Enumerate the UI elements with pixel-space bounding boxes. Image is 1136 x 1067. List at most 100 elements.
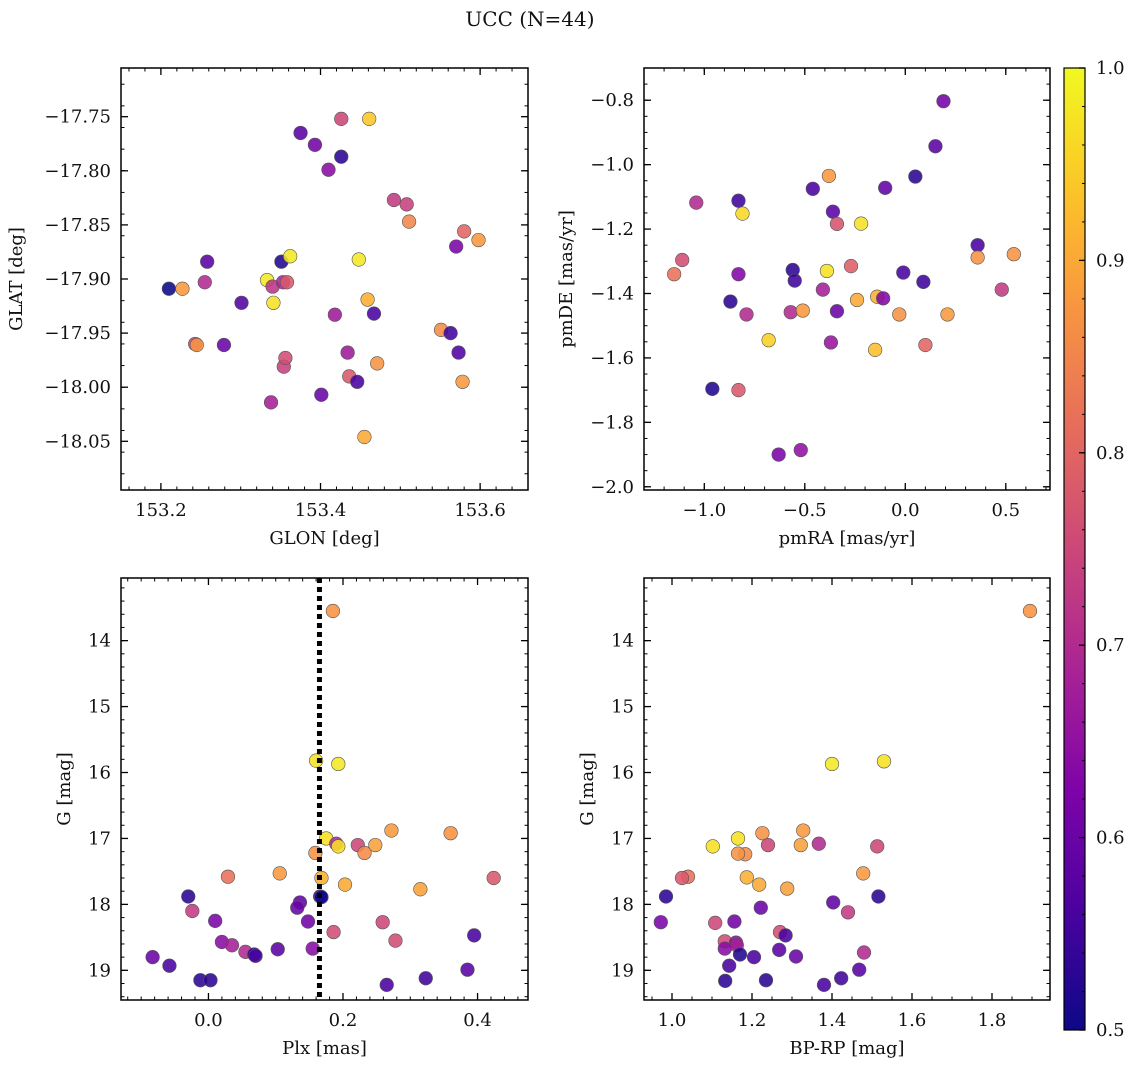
scatter-point bbox=[234, 295, 249, 310]
scatter-point bbox=[357, 845, 372, 861]
panel-3: 0.0 0.2 0.4 14 15 16 17 18 19 Plx [mas] G [mag] bbox=[54, 577, 529, 1059]
scatter-point bbox=[460, 962, 475, 977]
scatter-point bbox=[730, 846, 746, 861]
x-tick-label: 0.0 bbox=[194, 1010, 223, 1031]
scatter-point bbox=[384, 823, 399, 838]
x-tick-label: −0.5 bbox=[783, 500, 827, 521]
panel-4: 1.0 1.2 1.4 1.6 1.8 14 15 16 17 18 19 BP-RP [mag] G … bbox=[577, 577, 1051, 1059]
x-tick-label: 153.4 bbox=[295, 500, 347, 521]
scatter-point bbox=[413, 882, 428, 897]
scatter-point bbox=[457, 224, 472, 239]
scatter-point bbox=[758, 973, 774, 988]
y-tick-label: −0.8 bbox=[590, 90, 634, 111]
y-tick-label: −1.4 bbox=[590, 283, 634, 304]
scatter-point bbox=[760, 837, 776, 853]
scatter-point bbox=[203, 973, 218, 988]
scatter-point bbox=[449, 239, 464, 254]
y-tick-label: 17 bbox=[611, 828, 634, 849]
scatter-point bbox=[772, 942, 787, 957]
scatter-point bbox=[220, 869, 236, 884]
scatter-point bbox=[796, 823, 811, 838]
scatter-point bbox=[161, 281, 176, 296]
scatter-point bbox=[849, 292, 865, 308]
scatter-point bbox=[771, 447, 786, 462]
colorbar-tick-label: 0.8 bbox=[1096, 443, 1125, 464]
scatter-point bbox=[727, 914, 742, 929]
colorbar-gradient bbox=[1063, 67, 1086, 1031]
scatter-point bbox=[293, 125, 308, 141]
scatter-point bbox=[451, 345, 466, 360]
plot-frame bbox=[120, 67, 529, 491]
scatter-point bbox=[732, 947, 748, 962]
scatter-point bbox=[708, 915, 723, 930]
scatter-point bbox=[829, 304, 845, 319]
scatter-point bbox=[853, 216, 869, 231]
scatter-point bbox=[175, 281, 190, 296]
y-tick-label: 14 bbox=[611, 631, 634, 652]
panel-1: 153.2 153.4 153.6 −17.75 −17.80 −17.85 −17.90 −… bbox=[6, 67, 529, 549]
scatter-point bbox=[279, 275, 295, 290]
scatter-point bbox=[443, 826, 458, 841]
scatter-point bbox=[308, 753, 324, 768]
scatter-point bbox=[970, 238, 985, 253]
y-tick-label: 16 bbox=[611, 763, 634, 784]
scatter-point bbox=[870, 839, 885, 854]
scatter-point bbox=[819, 263, 835, 279]
scatter-point bbox=[816, 977, 832, 992]
scatter-point bbox=[145, 950, 160, 965]
scatter-point bbox=[918, 337, 933, 353]
y-tick-label: −17.85 bbox=[44, 215, 111, 236]
scatter-point bbox=[197, 275, 212, 290]
scatter-point bbox=[467, 928, 482, 943]
y-tick-label: −18.05 bbox=[44, 431, 111, 452]
scatter-point bbox=[486, 870, 501, 886]
scatter-point bbox=[362, 111, 377, 126]
scatter-point bbox=[705, 839, 720, 854]
scatter-point bbox=[388, 933, 403, 948]
scatter-point bbox=[739, 307, 754, 322]
y-tick-label: 18 bbox=[88, 894, 111, 915]
scatter-point bbox=[181, 889, 196, 904]
scatter-point bbox=[366, 306, 382, 321]
scatter-point bbox=[717, 941, 732, 956]
plot-frame bbox=[120, 577, 529, 1001]
scatter-point bbox=[350, 374, 365, 389]
x-tick-label: 0.4 bbox=[463, 1010, 492, 1031]
scatter-point bbox=[823, 335, 839, 350]
scatter-point bbox=[824, 756, 840, 772]
scatter-point bbox=[357, 429, 372, 445]
scatter-point bbox=[705, 381, 720, 396]
y-tick-label: −17.90 bbox=[44, 269, 111, 290]
scatter-point bbox=[263, 395, 279, 410]
scatter-point bbox=[780, 881, 795, 896]
scatter-point bbox=[994, 282, 1009, 297]
scatter-point bbox=[892, 307, 907, 322]
colorbar: 0.5 0.6 0.7 0.8 0.9 1.0 bbox=[1063, 58, 1125, 1041]
x-tick-label: 0.5 bbox=[991, 500, 1020, 521]
scatter-point bbox=[793, 837, 808, 853]
y-tick-label: 14 bbox=[88, 631, 111, 652]
scatter-point bbox=[272, 866, 287, 881]
x-axis-label: pmRA [mas/yr] bbox=[779, 528, 916, 549]
x-tick-label: 1.6 bbox=[898, 1010, 927, 1031]
scatter-point bbox=[399, 197, 414, 212]
scatter-point bbox=[795, 303, 810, 318]
scatter-point bbox=[375, 915, 390, 930]
scatter-point bbox=[1022, 603, 1038, 619]
scatter-point bbox=[752, 877, 767, 892]
scatter-point bbox=[266, 295, 281, 310]
scatter-point bbox=[337, 877, 353, 892]
scatter-point bbox=[723, 294, 738, 309]
scatter-point bbox=[753, 900, 768, 915]
scatter-point bbox=[360, 292, 375, 307]
scatter-point bbox=[189, 337, 204, 353]
scatter-point bbox=[334, 111, 349, 126]
scatter-point bbox=[653, 915, 668, 930]
scatter-point bbox=[815, 282, 830, 297]
y-tick-label: 18 bbox=[611, 894, 634, 915]
scatter-point bbox=[418, 971, 433, 986]
y-axis-label: pmDE [mas/yr] bbox=[556, 210, 577, 348]
y-tick-label: −18.00 bbox=[44, 377, 111, 398]
scatter-point bbox=[689, 195, 704, 210]
